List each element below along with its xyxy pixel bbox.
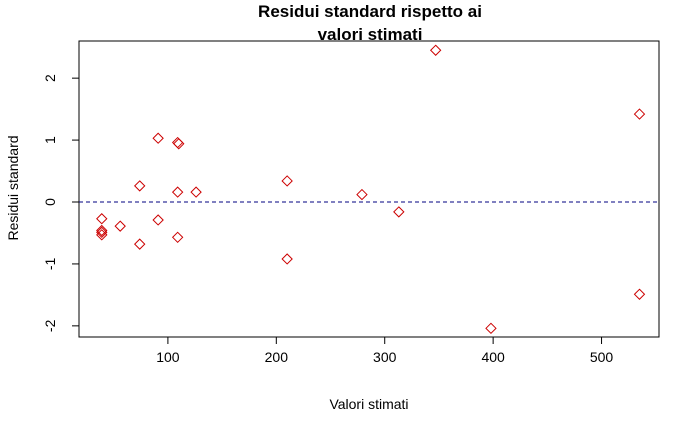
chart-title-line-1: Residui standard rispetto ai bbox=[258, 2, 482, 21]
data-point bbox=[171, 186, 184, 198]
x-tick-label: 100 bbox=[156, 349, 180, 365]
y-tick-label: 2 bbox=[42, 74, 58, 82]
x-tick-label: 200 bbox=[265, 349, 289, 365]
data-point bbox=[393, 206, 405, 218]
plot-frame bbox=[78, 40, 660, 338]
data-point bbox=[190, 186, 202, 198]
data-point bbox=[173, 138, 185, 150]
data-point bbox=[281, 253, 293, 265]
x-tick-label: 300 bbox=[373, 349, 397, 365]
data-point bbox=[134, 180, 146, 192]
data-point bbox=[281, 175, 293, 187]
data-point bbox=[633, 108, 646, 120]
data-point bbox=[96, 226, 108, 239]
x-axis-label: Valori stimati bbox=[329, 396, 408, 412]
x-tick-label: 400 bbox=[481, 349, 505, 365]
data-point bbox=[114, 220, 126, 232]
data-point bbox=[134, 238, 146, 250]
y-tick-label: -1 bbox=[42, 257, 58, 270]
y-tick-label: -2 bbox=[42, 319, 58, 332]
data-point bbox=[152, 214, 164, 226]
data-point bbox=[356, 188, 368, 201]
data-point bbox=[96, 213, 108, 225]
y-axis-label: Residui standard bbox=[5, 135, 21, 240]
data-point bbox=[96, 229, 108, 241]
y-tick-label: 1 bbox=[42, 136, 58, 144]
plot-area: 100 200 300 400 500 -2 -1 0 1 2 bbox=[42, 40, 660, 365]
data-point bbox=[429, 44, 442, 56]
data-point bbox=[152, 132, 164, 144]
chart-title-line-2: valori stimati bbox=[318, 25, 423, 44]
data-point bbox=[96, 224, 108, 237]
x-tick-label: 500 bbox=[590, 349, 614, 365]
data-point bbox=[485, 322, 497, 335]
data-point bbox=[633, 288, 646, 300]
y-tick-label: 0 bbox=[42, 198, 58, 206]
data-point bbox=[171, 231, 184, 244]
